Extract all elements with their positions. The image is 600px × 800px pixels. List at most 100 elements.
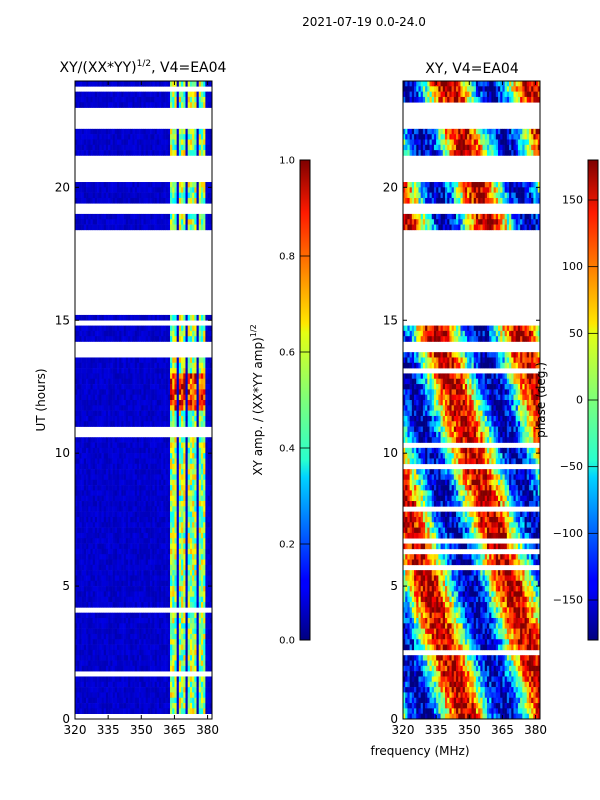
heatmap-cell: [181, 559, 184, 566]
heatmap-cell: [178, 182, 182, 188]
heatmap-cell: [121, 442, 124, 449]
heatmap-cell: [145, 182, 149, 188]
heatmap-cell: [170, 314, 173, 321]
heatmap-cell: [141, 447, 144, 454]
heatmap-cell: [139, 490, 142, 496]
heatmap-cell: [123, 187, 127, 193]
heatmap-cell: [200, 96, 204, 103]
heatmap-cell: [103, 660, 107, 667]
heatmap-cell: [125, 527, 129, 534]
heatmap-cell: [165, 522, 169, 528]
heatmap-cell: [165, 633, 169, 640]
heatmap-cell: [194, 336, 197, 342]
heatmap-cell: [130, 458, 133, 465]
heatmap-cell: [88, 453, 91, 459]
heatmap-cell: [156, 139, 160, 146]
heatmap-cell: [147, 330, 151, 337]
heatmap-cell: [167, 192, 171, 199]
heatmap-cell: [176, 325, 180, 332]
heatmap-cell: [161, 336, 164, 342]
heatmap-cell: [101, 219, 105, 225]
heatmap-cell: [167, 511, 171, 518]
heatmap-cell: [81, 506, 85, 512]
heatmap-cell: [103, 458, 107, 465]
heatmap-cell: [165, 144, 169, 151]
heatmap-cell: [207, 330, 211, 337]
heatmap-cell: [79, 660, 82, 667]
heatmap-cell: [132, 633, 135, 640]
heatmap-cell: [110, 596, 113, 603]
heatmap-cell: [156, 591, 160, 598]
heatmap-cell: [94, 532, 98, 539]
heatmap-cell: [183, 128, 186, 135]
heatmap-cell: [209, 437, 213, 443]
heatmap-cell: [187, 543, 191, 550]
heatmap-cell: [174, 501, 177, 507]
heatmap-cell: [156, 144, 160, 151]
heatmap-cell: [203, 681, 206, 688]
heatmap-cell: [136, 623, 140, 629]
heatmap-cell: [156, 538, 160, 544]
heatmap-cell: [170, 655, 173, 661]
heatmap-cell: [94, 639, 98, 645]
heatmap-cell: [130, 336, 133, 342]
heatmap-cell: [174, 575, 177, 582]
heatmap-cell: [139, 676, 142, 683]
heatmap-cell: [110, 447, 113, 454]
heatmap-cell: [158, 532, 162, 539]
heatmap-cell: [103, 596, 107, 603]
heatmap-cell: [139, 559, 142, 566]
heatmap-cell: [119, 197, 122, 204]
heatmap-cell: [194, 628, 197, 635]
heatmap-cell: [130, 527, 133, 534]
heatmap-cell: [187, 633, 191, 640]
heatmap-cell: [147, 681, 151, 688]
heatmap-cell: [90, 538, 93, 544]
heatmap-cell: [154, 453, 158, 459]
heatmap-cell: [152, 575, 155, 582]
heatmap-cell: [141, 394, 144, 401]
heatmap-cell: [105, 453, 109, 459]
heatmap-cell: [136, 357, 140, 364]
heatmap-cell: [205, 384, 208, 390]
heatmap-cell: [97, 442, 100, 449]
heatmap-cell: [114, 548, 118, 555]
heatmap-cell: [134, 469, 138, 475]
heatmap-cell: [185, 224, 188, 231]
heatmap-cell: [147, 389, 151, 395]
heatmap-cell: [101, 421, 105, 427]
heatmap-cell: [209, 692, 213, 699]
heatmap-cell: [170, 580, 173, 587]
heatmap-cell: [128, 368, 131, 374]
heatmap-cell: [136, 389, 140, 395]
heatmap-cell: [207, 144, 211, 151]
heatmap-cell: [183, 81, 186, 87]
heatmap-cell: [128, 389, 131, 395]
heatmap-cell: [108, 469, 111, 475]
heatmap-cell: [167, 586, 171, 592]
heatmap-cell: [92, 687, 96, 693]
heatmap-cell: [105, 410, 109, 417]
heatmap-cell: [88, 314, 91, 321]
heatmap-cell: [110, 575, 113, 582]
heatmap-cell: [200, 368, 204, 374]
heatmap-cell: [205, 128, 208, 135]
heatmap-cell: [205, 463, 208, 470]
heatmap-cell: [101, 415, 105, 422]
heatmap-cell: [200, 559, 204, 566]
heatmap-cell: [143, 532, 147, 539]
heatmap-cell: [83, 213, 87, 220]
heatmap-cell: [132, 150, 135, 156]
heatmap-cell: [112, 591, 116, 598]
heatmap-cell: [165, 490, 169, 496]
heatmap-cell: [86, 633, 89, 640]
heatmap-cell: [75, 410, 78, 417]
heatmap-cell: [75, 442, 78, 449]
heatmap-cell: [147, 192, 151, 199]
heatmap-cell: [167, 96, 171, 103]
heatmap-cell: [200, 548, 204, 555]
heatmap-cell: [79, 527, 82, 534]
heatmap-cell: [119, 182, 122, 188]
heatmap-cell: [209, 511, 213, 518]
heatmap-cell: [152, 548, 155, 555]
